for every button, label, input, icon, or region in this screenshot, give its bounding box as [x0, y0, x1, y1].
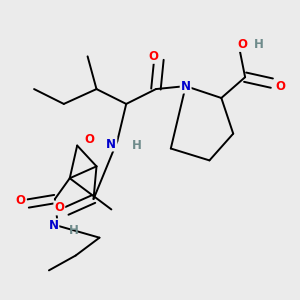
Text: H: H — [69, 224, 79, 237]
Text: O: O — [16, 194, 26, 207]
Text: O: O — [276, 80, 286, 93]
Text: H: H — [132, 139, 142, 152]
Text: O: O — [84, 133, 94, 146]
Text: N: N — [181, 80, 191, 93]
Text: O: O — [54, 202, 64, 214]
Text: O: O — [237, 38, 247, 51]
Text: N: N — [48, 219, 59, 232]
Text: H: H — [254, 38, 263, 51]
Text: O: O — [148, 50, 158, 63]
Text: N: N — [106, 138, 116, 151]
